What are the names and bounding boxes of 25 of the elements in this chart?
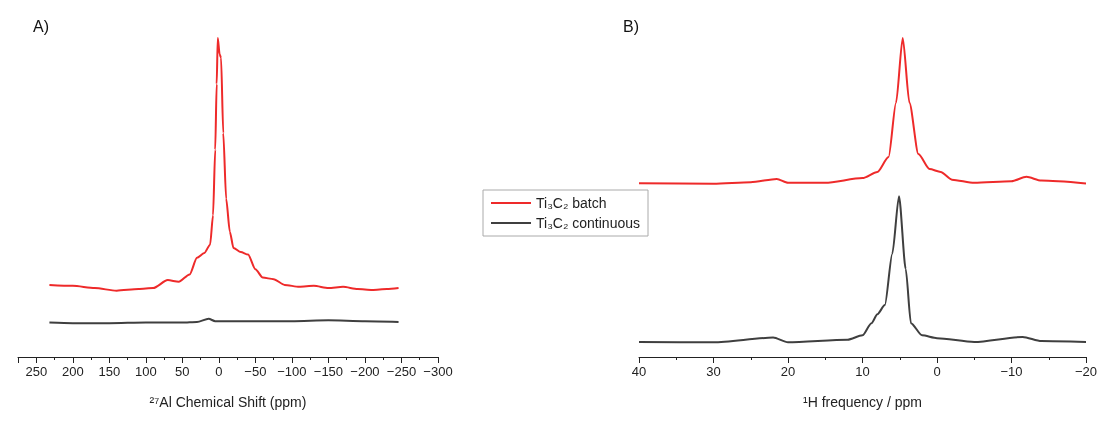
legend-label: Ti₃C₂ batch [536, 195, 607, 211]
chart-title: B) [623, 17, 639, 35]
x-axis-title: ¹H frequency / ppm [802, 394, 923, 410]
x-tick-label: −20 [1074, 364, 1098, 379]
x-tick-label: −250 [386, 364, 417, 379]
x-tick-label: 50 [175, 364, 190, 379]
x-tick-label: 20 [780, 364, 796, 379]
x-tick-label: −100 [277, 364, 307, 379]
x-axis-title: ²⁷Al Chemical Shift (ppm) [149, 394, 307, 410]
x-tick-label: 200 [61, 364, 84, 379]
legend-label: Ti₃C₂ continuous [536, 215, 640, 231]
x-tick-label: 150 [98, 364, 121, 379]
x-tick-label: 40 [631, 364, 647, 379]
x-tick-label: 0 [215, 364, 223, 379]
x-tick-label: 100 [134, 364, 157, 379]
x-tick-label: −50 [244, 364, 267, 379]
x-tick-label: 0 [933, 364, 941, 379]
chart-title: A) [33, 17, 49, 35]
x-tick-label: −150 [313, 364, 344, 379]
x-tick-label: 30 [706, 364, 721, 379]
x-tick-label: 10 [855, 364, 870, 379]
x-tick-label: 250 [25, 364, 48, 379]
x-tick-label: −200 [350, 364, 380, 379]
x-tick-label: −300 [423, 364, 453, 379]
x-tick-label: −10 [1000, 364, 1023, 379]
